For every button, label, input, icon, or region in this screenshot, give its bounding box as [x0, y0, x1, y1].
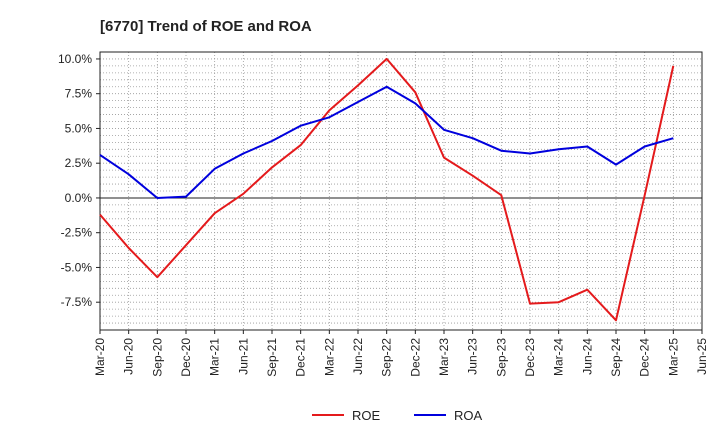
x-tick-label: Dec-22	[408, 338, 422, 377]
x-tick-label: Mar-21	[208, 338, 222, 376]
x-axis: Mar-20 Jun-20 Sep-20 Dec-20 Mar-21 Jun-21 Sep-…	[93, 330, 709, 377]
x-tick-label: Dec-21	[294, 338, 308, 377]
y-tick-label: 2.5%	[65, 156, 93, 170]
legend: ROE ROA	[312, 408, 483, 423]
x-tick-label: Sep-24	[609, 338, 623, 377]
x-tick-label: Mar-24	[552, 338, 566, 376]
x-tick-label: Jun-24	[580, 338, 594, 375]
y-tick-label: 0.0%	[65, 191, 93, 205]
x-tick-label: Sep-23	[494, 338, 508, 377]
grid-lines	[100, 51, 702, 331]
x-tick-label: Sep-20	[150, 338, 164, 377]
y-tick-label: 10.0%	[58, 52, 92, 66]
x-tick-label: Mar-23	[437, 338, 451, 376]
legend-label-roa: ROA	[454, 408, 483, 423]
series-lines	[99, 57, 675, 322]
x-tick-label: Jun-20	[122, 338, 136, 375]
x-tick-label: Dec-24	[638, 338, 652, 377]
x-tick-label: Mar-22	[322, 338, 336, 376]
x-tick-label: Sep-22	[380, 338, 394, 377]
chart-title: [6770] Trend of ROE and ROA	[100, 18, 312, 35]
x-tick-label: Mar-20	[93, 338, 107, 376]
y-axis: 10.0% 7.5% 5.0% 2.5% 0.0% -2.5% -5.0% -7.5%	[58, 52, 100, 309]
y-tick-label: -2.5%	[61, 226, 93, 240]
x-tick-label: Mar-25	[666, 338, 680, 376]
y-tick-label: 5.0%	[65, 121, 93, 135]
x-tick-label: Sep-21	[265, 338, 279, 377]
plot-frame	[99, 51, 703, 331]
x-tick-label: Jun-22	[351, 338, 365, 375]
legend-label-roe: ROE	[352, 408, 381, 423]
series-line-roa	[99, 85, 674, 199]
series-line-roe	[99, 57, 675, 322]
y-tick-label: -7.5%	[61, 295, 93, 309]
x-tick-label: Jun-21	[236, 338, 250, 375]
y-tick-label: 7.5%	[65, 87, 93, 101]
y-tick-label: -5.0%	[61, 260, 93, 274]
x-tick-label: Jun-25	[695, 338, 709, 375]
x-tick-label: Dec-20	[179, 338, 193, 377]
x-tick-label: Dec-23	[523, 338, 537, 377]
x-tick-label: Jun-23	[466, 338, 480, 375]
